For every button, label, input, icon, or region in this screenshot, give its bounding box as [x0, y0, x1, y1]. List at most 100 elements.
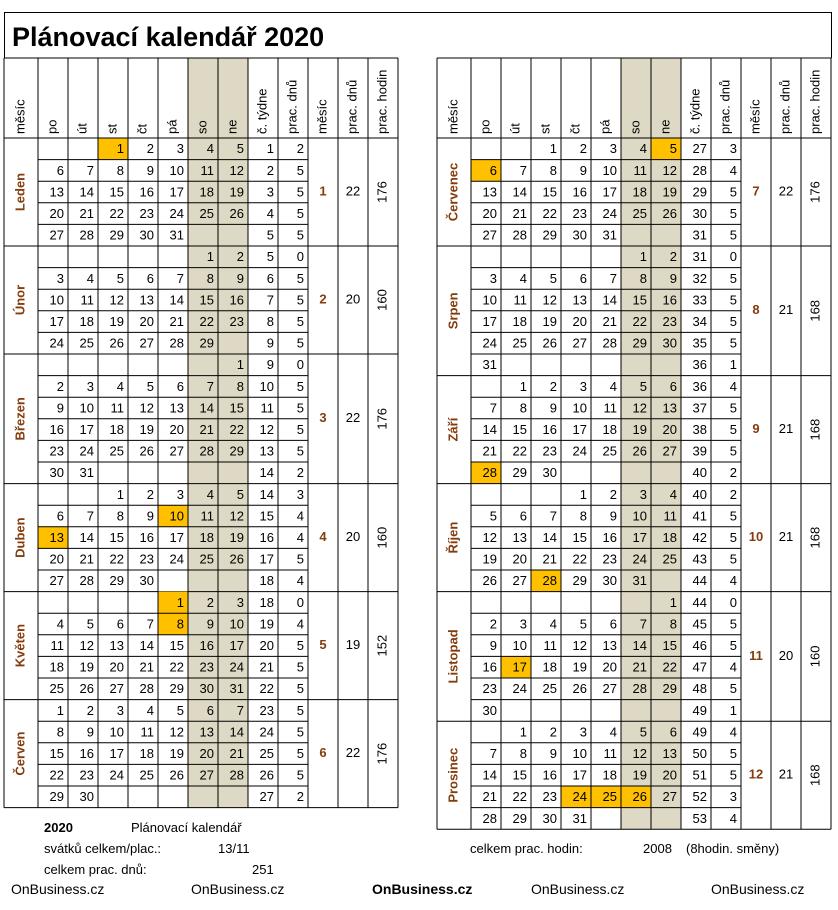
day-cell: 30	[80, 789, 94, 804]
holiday-highlight	[471, 159, 501, 182]
brand-link[interactable]: OnBusiness.cz	[372, 881, 473, 897]
day-cell: 27	[200, 768, 214, 783]
month-number: 6	[319, 745, 326, 760]
day-cell: 26	[140, 444, 154, 459]
week-workdays: 0	[297, 357, 304, 372]
day-cell: 14	[543, 530, 557, 545]
day-cell: 4	[520, 271, 527, 286]
day-cell: 27	[170, 444, 184, 459]
day-cell: 9	[670, 271, 677, 286]
day-cell: 25	[50, 681, 64, 696]
week-workdays: 5	[297, 768, 304, 783]
day-cell: 11	[51, 638, 65, 653]
day-cell: 19	[633, 422, 647, 437]
day-cell: 4	[610, 379, 617, 394]
day-cell: 15	[170, 638, 184, 653]
day-cell: 18	[200, 530, 214, 545]
week-number: 21	[260, 660, 274, 675]
day-cell: 25	[543, 681, 557, 696]
week-number: 49	[693, 703, 707, 718]
holiday-highlight	[651, 138, 681, 160]
week-workdays: 2	[297, 789, 304, 804]
week-number: 10	[260, 379, 274, 394]
week-number: 27	[693, 141, 707, 156]
brand-link[interactable]: OnBusiness.cz	[531, 881, 625, 897]
brand-link[interactable]: OnBusiness.cz	[711, 881, 805, 897]
day-cell: 1	[117, 487, 124, 502]
day-cell: 20	[663, 422, 677, 437]
day-cell: 6	[207, 703, 214, 718]
day-cell: 24	[513, 681, 527, 696]
day-cell: 20	[513, 552, 527, 567]
month-number: 9	[752, 421, 759, 436]
week-workdays: 4	[297, 573, 304, 588]
day-cell: 29	[513, 811, 527, 826]
month-workdays: 22	[346, 183, 360, 198]
day-cell: 6	[520, 508, 527, 523]
day-cell: 9	[147, 163, 154, 178]
week-number: 22	[260, 681, 274, 696]
week-number: 12	[260, 422, 274, 437]
month-workdays: 22	[779, 183, 793, 198]
header-month: měsíc	[445, 99, 460, 134]
header-day: po	[477, 120, 492, 134]
day-cell: 3	[580, 379, 587, 394]
holiday-highlight	[561, 786, 591, 808]
month-name: Listopad	[445, 629, 460, 683]
day-cell: 13	[513, 530, 527, 545]
day-cell: 26	[483, 573, 497, 588]
day-cell: 26	[110, 336, 124, 351]
day-cell: 28	[140, 681, 154, 696]
day-cell: 21	[603, 314, 617, 329]
week-number: 23	[260, 703, 274, 718]
day-cell: 13	[663, 400, 677, 415]
week-number: 20	[260, 638, 274, 653]
day-cell: 20	[50, 206, 64, 221]
day-cell: 22	[663, 660, 677, 675]
day-cell: 23	[483, 681, 497, 696]
day-cell: 22	[543, 206, 557, 221]
week-number: 15	[260, 508, 274, 523]
week-number: 31	[693, 249, 707, 264]
week-workdays: 5	[297, 163, 304, 178]
day-cell: 30	[200, 681, 214, 696]
holiday-highlight	[621, 786, 651, 808]
day-cell: 7	[640, 616, 647, 631]
day-cell: 20	[200, 746, 214, 761]
day-cell: 21	[80, 206, 94, 221]
day-cell: 12	[170, 724, 184, 739]
week-number: 9	[267, 336, 274, 351]
month-workdays: 20	[346, 291, 360, 306]
day-cell: 3	[57, 271, 64, 286]
day-cell: 15	[633, 292, 647, 307]
week-workdays: 2	[297, 141, 304, 156]
day-cell: 28	[543, 573, 557, 588]
day-cell: 21	[80, 552, 94, 567]
day-cell: 14	[200, 400, 214, 415]
week-number: 34	[693, 314, 707, 329]
day-cell: 28	[80, 573, 94, 588]
day-cell: 23	[603, 552, 617, 567]
day-cell: 16	[483, 660, 497, 675]
week-number: 37	[693, 400, 707, 415]
brand-link[interactable]: OnBusiness.cz	[191, 881, 285, 897]
day-cell: 4	[670, 487, 677, 502]
day-cell: 31	[230, 681, 244, 696]
day-cell: 25	[513, 336, 527, 351]
day-cell: 26	[80, 681, 94, 696]
day-cell: 8	[550, 163, 557, 178]
brand-link[interactable]: OnBusiness.cz	[11, 881, 105, 897]
day-cell: 22	[230, 422, 244, 437]
week-workdays: 0	[730, 595, 737, 610]
day-cell: 24	[573, 789, 587, 804]
day-cell: 17	[633, 530, 647, 545]
header-month: měsíc	[747, 99, 762, 134]
month-name: Říjen	[445, 522, 460, 554]
day-cell: 24	[603, 206, 617, 221]
day-cell: 17	[110, 746, 124, 761]
week-number: 31	[693, 228, 707, 243]
month-number: 12	[749, 767, 763, 782]
week-number: 3	[267, 184, 274, 199]
day-cell: 4	[117, 379, 124, 394]
footer-total-hours-value: 2008	[643, 841, 672, 856]
